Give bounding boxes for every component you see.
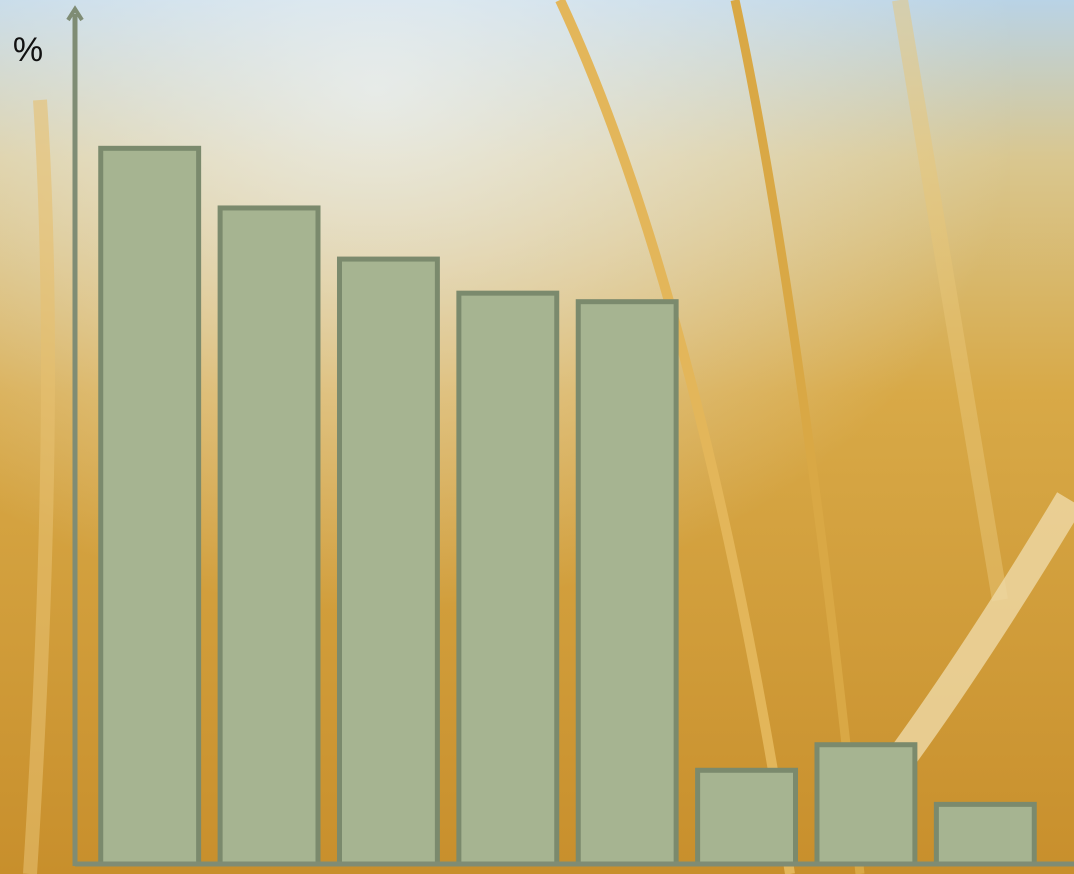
bar [98,145,202,867]
bar [814,742,918,867]
bar [456,290,560,867]
bar [217,205,321,867]
y-axis-arrow [66,5,84,22]
bar [336,256,440,867]
bar [933,801,1037,867]
bar [575,299,679,867]
plot-area [98,145,1037,867]
bar [695,767,799,867]
y-axis-label: % [13,31,43,69]
